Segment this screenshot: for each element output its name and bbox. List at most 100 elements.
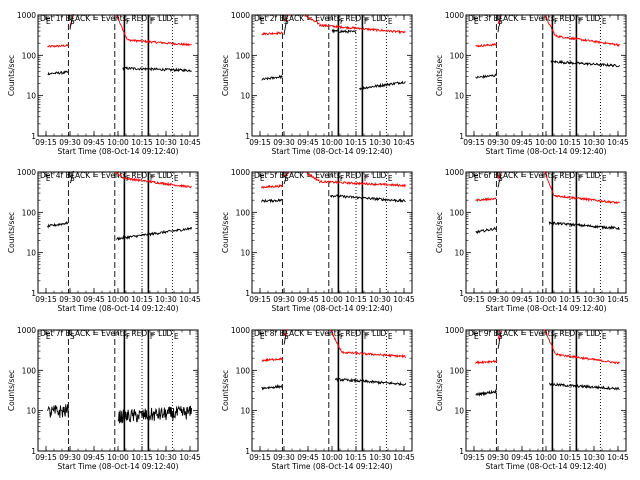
- x-tick-label: 10:00: [107, 453, 129, 462]
- y-tick-label: 1: [31, 447, 36, 456]
- x-axis-label: Start Time (08-Oct-14 09:12:40): [271, 147, 392, 156]
- x-tick-label: 10:15: [345, 453, 367, 462]
- y-tick-label: 1: [459, 447, 464, 456]
- plot-frame: [465, 171, 627, 294]
- x-tick-label: 09:30: [59, 138, 81, 147]
- panel-title: Det 7f BLACK = Events, RED = LLD: [40, 329, 173, 338]
- y-axis-label: Counts/sec: [7, 212, 16, 253]
- y-tick-label: 100: [236, 208, 251, 217]
- y-tick-label: 1: [245, 132, 250, 141]
- series-events-line: [475, 388, 497, 397]
- series-lld-line: [543, 171, 555, 196]
- series-lld-line: [544, 329, 556, 355]
- series-lld-line: [553, 194, 620, 205]
- x-tick-label: 10:00: [321, 138, 343, 147]
- marker-label: E: [474, 174, 479, 183]
- panel-det-9: Det 9f BLACK = Events, RED = LLD 1 10 100 10…: [435, 326, 629, 471]
- marker-label: E: [474, 332, 479, 341]
- series-lld-line: [116, 15, 128, 40]
- x-tick-label: 09:45: [83, 295, 105, 304]
- y-tick-label: 1: [459, 132, 464, 141]
- y-tick-label: 100: [450, 366, 465, 375]
- y-tick-label: 10: [240, 249, 250, 258]
- marker-label: E: [174, 174, 179, 183]
- panel-det-3: Det 3f BLACK = Events, RED = LLD 1 10 100 10…: [435, 11, 629, 156]
- y-tick-label: 10: [26, 249, 36, 258]
- series-lld-line: [318, 23, 406, 35]
- marker-label: F: [150, 17, 154, 26]
- y-tick-label: 100: [450, 51, 465, 60]
- y-tick-label: 1: [459, 289, 464, 298]
- plot-frame: [251, 171, 413, 294]
- x-tick-label: 09:30: [273, 295, 295, 304]
- x-tick-label: 10:30: [583, 453, 605, 462]
- x-tick-label: 10:15: [131, 295, 153, 304]
- series-events-line: [69, 170, 74, 184]
- marker-label: F: [126, 332, 130, 341]
- y-axis-label: Counts/sec: [435, 370, 444, 411]
- marker-label: E: [388, 332, 393, 341]
- series-events-line: [283, 330, 288, 345]
- x-tick-label: 10:00: [535, 295, 557, 304]
- y-axis-label: Counts/sec: [7, 370, 16, 411]
- y-tick-label: 1000: [231, 168, 250, 177]
- marker-label: E: [46, 17, 51, 26]
- panel-det-5: Det 5f BLACK = Events, RED = LLD 1 10 100 10…: [221, 168, 415, 313]
- x-tick-label: 10:45: [179, 453, 201, 462]
- series-events-line: [330, 194, 406, 203]
- series-events-line: [548, 220, 620, 231]
- x-tick-label: 10:15: [559, 453, 581, 462]
- panel-title: Det 4f BLACK = Events, RED = LLD: [40, 171, 173, 180]
- x-axis-label: Start Time (08-Oct-14 09:12:40): [57, 147, 178, 156]
- plot-frame: [465, 329, 627, 452]
- x-tick-label: 10:30: [583, 295, 605, 304]
- series-events-line: [261, 383, 283, 391]
- series-events-line: [261, 74, 283, 81]
- series-events-line: [283, 15, 288, 36]
- x-axis-label: Start Time (08-Oct-14 09:12:40): [57, 462, 178, 471]
- series-events-line: [497, 330, 502, 349]
- series-lld-line: [543, 15, 556, 36]
- series-events-line: [283, 172, 288, 185]
- x-axis-label: Start Time (08-Oct-14 09:12:40): [57, 304, 178, 313]
- x-tick-label: 10:45: [393, 138, 415, 147]
- panel-title: Det 2f BLACK = Events, RED = LLD: [254, 14, 387, 23]
- x-tick-label: 10:00: [321, 453, 343, 462]
- panel-det-1: Det 1f BLACK = Events, RED = LLD 1 10 100 10…: [7, 11, 201, 156]
- x-tick-label: 10:30: [155, 295, 177, 304]
- panel-title: Det 6f BLACK = Events, RED = LLD: [468, 171, 601, 180]
- marker-label: E: [46, 174, 51, 183]
- series-events-line: [122, 66, 192, 73]
- marker-label: E: [174, 332, 179, 341]
- y-tick-label: 1000: [445, 326, 464, 335]
- series-lld-line: [304, 15, 320, 25]
- y-tick-label: 100: [450, 208, 465, 217]
- marker-label: E: [602, 174, 607, 183]
- x-tick-label: 09:45: [83, 138, 105, 147]
- series-events-line: [497, 171, 502, 188]
- y-axis-label: Counts/sec: [7, 55, 16, 96]
- x-tick-label: 10:45: [393, 295, 415, 304]
- marker-label: E: [388, 17, 393, 26]
- panel-title: Det 9f BLACK = Events, RED = LLD: [468, 329, 601, 338]
- marker-label: F: [578, 174, 582, 183]
- x-tick-label: 09:15: [463, 295, 485, 304]
- series-lld-line: [114, 170, 125, 179]
- y-tick-label: 100: [22, 366, 37, 375]
- y-tick-label: 10: [240, 92, 250, 101]
- series-events-line: [331, 28, 357, 34]
- plot-frame: [251, 14, 413, 137]
- x-tick-label: 09:15: [35, 453, 57, 462]
- series-events-line: [359, 80, 406, 91]
- series-lld-line: [475, 42, 497, 48]
- series-lld-line: [306, 171, 320, 182]
- series-events-line: [69, 13, 74, 30]
- marker-label: F: [126, 17, 130, 26]
- x-tick-label: 10:45: [607, 138, 629, 147]
- y-tick-label: 100: [22, 51, 37, 60]
- x-tick-label: 10:45: [607, 453, 629, 462]
- x-tick-label: 10:00: [535, 138, 557, 147]
- x-tick-label: 09:30: [487, 453, 509, 462]
- series-events-line: [475, 73, 497, 79]
